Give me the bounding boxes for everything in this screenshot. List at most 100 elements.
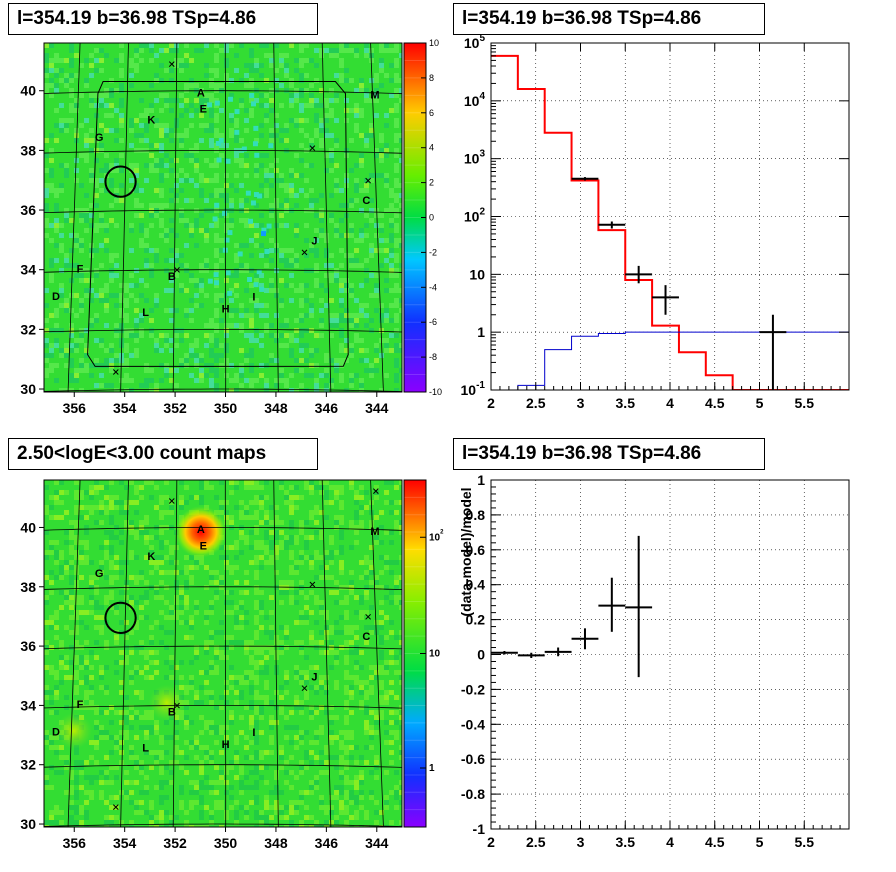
- source-label-i: I: [252, 292, 255, 304]
- source-label-k: K: [147, 551, 155, 563]
- count-map-image: AE K M G C J F D B I H L: [44, 480, 402, 827]
- source-label-g: G: [95, 568, 104, 580]
- y-tick-label: 30: [20, 816, 36, 832]
- residual-ratio-panel: 2 2.5 3 3.5 4 4.5 5 5.5 -1 -0.8 -0.6 -0.4 -0.2 0 0.2 0.…: [458, 472, 850, 850]
- colorbar-tick-label: -10: [429, 387, 442, 397]
- x-tick-label: 3: [577, 834, 585, 850]
- source-cross-mark: [309, 145, 316, 151]
- source-label-b: B: [168, 707, 176, 719]
- parallel-line: [44, 527, 402, 531]
- y-tick-label: 36: [20, 638, 36, 654]
- count-map-title: 2.50<logE<3.00 count maps: [8, 438, 318, 470]
- meridian-line: [120, 480, 129, 827]
- y-tick-label: 10: [469, 266, 485, 282]
- y-tick-label: 38: [20, 142, 36, 158]
- source-label-b: B: [168, 271, 176, 283]
- colorbar-tick-label: 102: [429, 529, 444, 543]
- parallel-line: [44, 90, 402, 95]
- count-map-panel: AE K M G C J F D B I H L 356 354 352 350 348 346 344 30 32 34…: [20, 479, 444, 851]
- x-tick-label: 348: [264, 835, 288, 851]
- roi-outline: [87, 81, 349, 367]
- parallel-line: [44, 329, 402, 333]
- source-label-m: M: [370, 89, 379, 101]
- x-tick-label: 5.5: [795, 395, 815, 411]
- residual-data-point: [517, 652, 545, 658]
- x-tick-label: 352: [163, 835, 187, 851]
- source-cross-mark: [309, 581, 316, 588]
- source-label-j: J: [311, 671, 317, 683]
- meridian-line: [321, 43, 332, 392]
- meridian-line: [370, 43, 384, 392]
- y-tick-label: -0.2: [461, 681, 485, 697]
- residual-data-point: [598, 577, 626, 632]
- spectrum-data-point: [598, 221, 626, 229]
- source-label-l: L: [142, 742, 149, 754]
- source-cross-mark: [365, 177, 371, 184]
- spectrum-data-point: [571, 177, 599, 181]
- residual-colorbar: [404, 43, 426, 392]
- y-tick-label: 0: [477, 647, 485, 663]
- x-tick-label: 2.5: [526, 395, 546, 411]
- colorbar-tick-label: 10: [429, 649, 441, 660]
- x-tick-label: 4.5: [705, 834, 725, 850]
- residual-data-point: [625, 535, 653, 678]
- colorbar-tick-label: -2: [429, 247, 437, 257]
- x-tick-label: 354: [113, 835, 137, 851]
- source-label-d: D: [52, 726, 60, 738]
- colorbar-tick-label: 10: [429, 38, 439, 48]
- meridian-line: [120, 43, 129, 392]
- source-label-k: K: [147, 114, 155, 126]
- source-label-j: J: [311, 236, 317, 248]
- x-tick-label: 352: [163, 400, 187, 416]
- parallel-line: [44, 150, 402, 154]
- colorbar-tick-label: -4: [429, 282, 437, 292]
- x-tick-label: 2.5: [526, 834, 546, 850]
- y-tick-label: 102: [464, 207, 486, 225]
- parallel-line: [44, 764, 402, 768]
- source-label-f: F: [77, 699, 84, 711]
- coordinate-grid: [44, 43, 402, 392]
- y-tick-label: 1: [477, 324, 485, 340]
- residual-map-image: AE K M G C J F D B I H L: [44, 43, 402, 392]
- source-cross-mark: [112, 369, 119, 375]
- source-label-g: G: [95, 132, 104, 144]
- parallel-line: [44, 586, 402, 590]
- source-label-h: H: [222, 739, 230, 751]
- y-tick-label: 0.8: [466, 507, 486, 523]
- residual-data-point: [491, 651, 518, 655]
- meridian-line: [224, 480, 227, 827]
- y-tick-label: 1: [477, 472, 485, 488]
- residual-ratio-title: l=354.19 b=36.98 TSp=4.86: [453, 438, 765, 470]
- source-label-m: M: [370, 526, 379, 538]
- meridian-line: [172, 480, 178, 827]
- faint-spot: [148, 684, 185, 721]
- y-tick-label: 32: [20, 321, 36, 337]
- x-tick-label: 4.5: [705, 395, 725, 411]
- y-tick-label: 38: [20, 579, 36, 595]
- meridian-line: [273, 480, 279, 827]
- source-cross-mark: [174, 267, 180, 273]
- parallel-line: [44, 388, 402, 392]
- source-label-c: C: [362, 195, 370, 207]
- meridian-line: [67, 480, 81, 827]
- source-cross-mark: [301, 249, 308, 256]
- y-tick-label: -0.8: [461, 786, 485, 802]
- x-tick-label: 350: [214, 400, 238, 416]
- y-tick-label: 32: [20, 757, 36, 773]
- x-tick-label: 5: [756, 395, 764, 411]
- map-frame: [43, 42, 403, 393]
- x-tick-label: 344: [365, 400, 389, 416]
- y-tick-label: 34: [20, 697, 36, 713]
- source-label-l: L: [142, 307, 149, 319]
- x-tick-label: 2: [487, 395, 495, 411]
- x-tick-label: 2: [487, 834, 495, 850]
- source-label-c: C: [362, 631, 370, 643]
- x-tick-label: 5.5: [795, 834, 815, 850]
- x-tick-label: 4: [666, 834, 674, 850]
- residual-y-axis-label: (data-model)/model: [458, 487, 474, 616]
- colorbar-tick-label: -6: [429, 317, 437, 327]
- source-cross-mark: [372, 488, 379, 494]
- colorbar-tick-label: 2: [429, 178, 434, 188]
